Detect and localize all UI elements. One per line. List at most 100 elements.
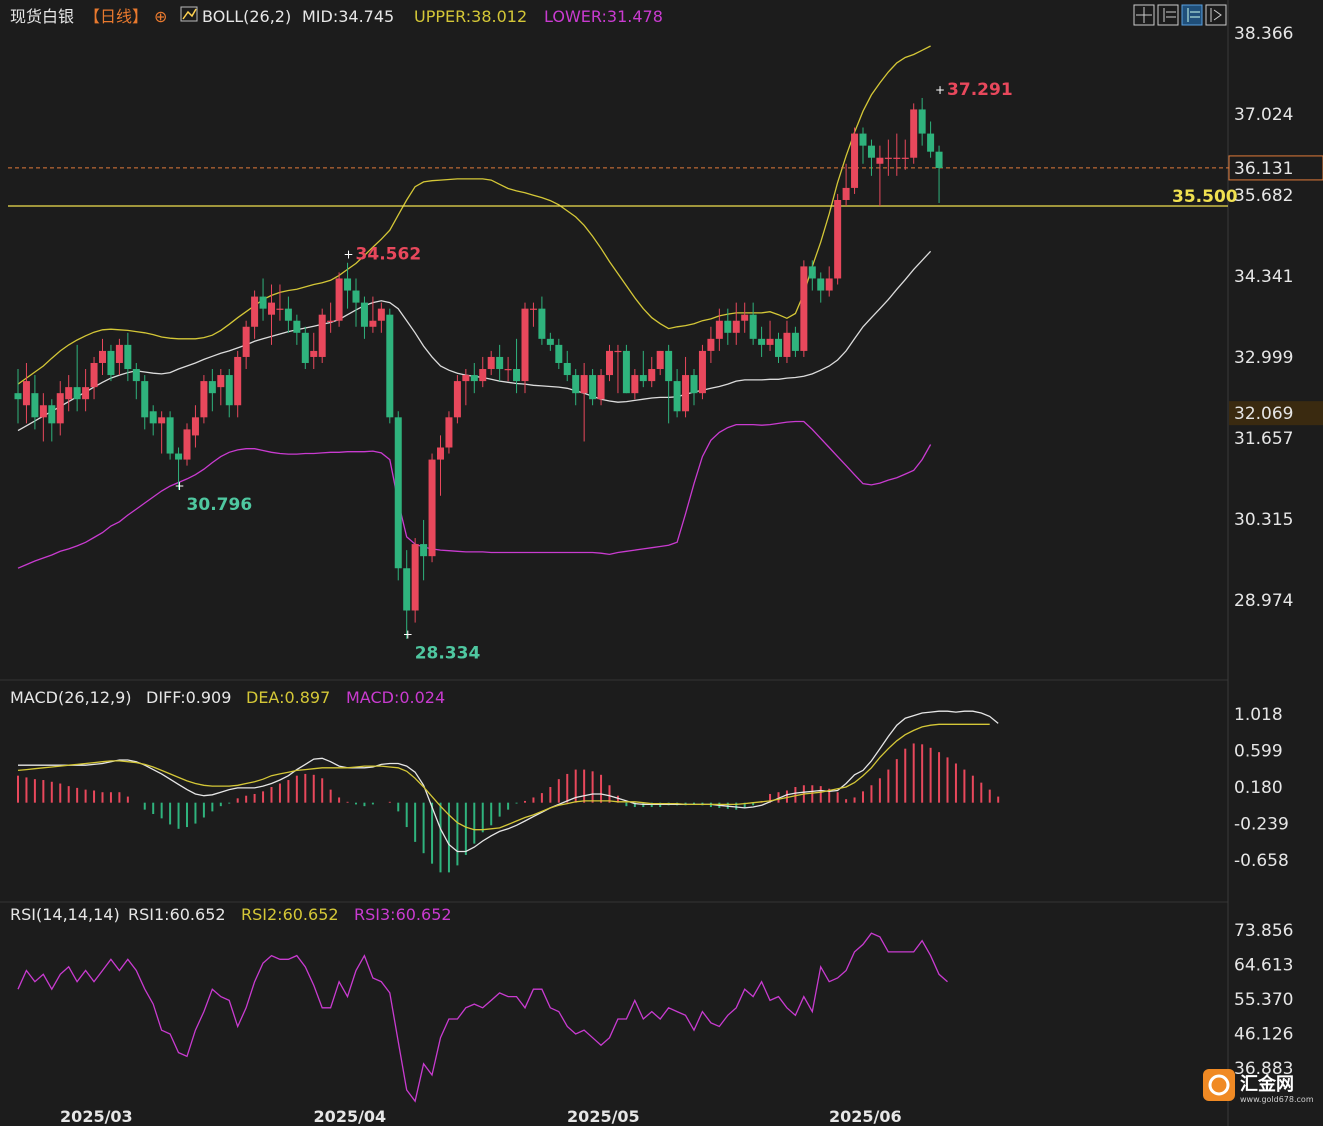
candle-body <box>242 326 250 357</box>
grid-icon[interactable] <box>1133 4 1155 26</box>
candle-body <box>344 278 352 291</box>
macd-diff-line <box>18 710 999 853</box>
candle-body <box>529 308 537 310</box>
rsi1-label: RSI1:60.652 <box>128 905 226 924</box>
rsi-panel[interactable] <box>17 932 948 1103</box>
rsi2-label: RSI2:60.652 <box>241 905 339 924</box>
candle-body <box>301 332 309 363</box>
date-tick-label: 2025/06 <box>829 1107 902 1126</box>
candle-body <box>741 314 749 321</box>
price-tick-label: 32.999 <box>1234 348 1293 368</box>
candle-body <box>208 381 216 394</box>
extreme-label: 37.291 <box>947 80 1013 100</box>
boll-lower: LOWER:31.478 <box>544 7 663 26</box>
candle-body <box>859 133 867 146</box>
candle-body <box>546 338 554 345</box>
candle-body <box>310 350 318 357</box>
candle-body <box>48 405 56 424</box>
layout-icon[interactable] <box>1157 4 1179 26</box>
watermark-ring <box>1208 1074 1230 1096</box>
price-tick-label: 34.341 <box>1234 267 1293 287</box>
price-tick-label: 38.366 <box>1234 24 1293 44</box>
toolbar <box>1133 4 1227 26</box>
candle-body <box>318 314 326 357</box>
candle-body <box>927 133 935 152</box>
main-legend: 现货白银 【日线】 ⊕ BOLL(26,2) MID:34.745 UPPER:… <box>10 6 663 26</box>
macd-panel[interactable] <box>17 710 1000 873</box>
split-icon[interactable] <box>1181 4 1203 26</box>
macd-label: MACD(26,12,9) <box>10 688 132 707</box>
candle-body <box>22 381 30 406</box>
candle-body <box>420 544 428 557</box>
candle-body <box>639 375 647 382</box>
candle-body <box>724 320 732 333</box>
close-tag-box <box>1228 155 1323 181</box>
indicator-chart-icon[interactable] <box>180 6 198 22</box>
price-tick-label: 35.682 <box>1234 186 1293 206</box>
candle-body <box>876 157 884 164</box>
candle-body <box>496 356 504 370</box>
candle-body <box>73 387 81 400</box>
level-tag: 35.500 <box>1172 187 1238 207</box>
candle-body <box>158 417 166 424</box>
candle-body <box>141 381 149 418</box>
symbol-name: 现货白银 <box>10 7 74 26</box>
candle-body <box>411 544 419 611</box>
date-axis: 2025/03 2025/04 2025/05 2025/06 <box>60 1107 902 1126</box>
candle-body <box>808 266 816 279</box>
candle-body <box>791 332 799 351</box>
watermark-url: www.gold678.com <box>1240 1095 1314 1104</box>
macd-dea-label: DEA:0.897 <box>246 688 330 707</box>
panel-icon[interactable] <box>1205 4 1227 26</box>
candle-body <box>614 350 622 353</box>
watermark-text: 汇金网 <box>1240 1073 1294 1095</box>
rsi-tick-label: 46.126 <box>1234 1025 1293 1045</box>
candle-body <box>631 375 639 394</box>
date-tick-label: 2025/05 <box>567 1107 640 1126</box>
settings-gear-icon[interactable]: ⊕ <box>154 7 167 26</box>
candle-body <box>352 290 360 303</box>
candle-body <box>39 405 47 418</box>
candle-body <box>538 308 546 339</box>
macd-tick-label: 0.180 <box>1234 778 1283 798</box>
candle-body <box>360 302 368 327</box>
price-tick-label: 31.657 <box>1234 429 1293 449</box>
date-tick-label: 2025/03 <box>60 1107 133 1126</box>
candle-body <box>65 387 73 400</box>
candle-body <box>504 369 512 371</box>
candle-body <box>14 393 22 400</box>
macd-tick-label: -0.239 <box>1234 815 1289 835</box>
candle-body <box>673 381 681 412</box>
boll-label: BOLL(26,2) <box>202 7 291 26</box>
candle-body <box>234 356 242 406</box>
price-tick-label: 37.024 <box>1234 105 1293 125</box>
candle-body <box>851 133 859 188</box>
candle-body <box>394 417 402 569</box>
candle-body <box>56 393 64 424</box>
candle-body <box>284 308 292 321</box>
extreme-label: 30.796 <box>187 495 253 515</box>
price-axis: 38.366 37.024 35.682 34.341 32.999 31.657 30.3… <box>1228 24 1323 611</box>
macd-diff-label: DIFF:0.909 <box>146 688 231 707</box>
candle-body <box>597 375 605 400</box>
candle-body <box>572 375 580 394</box>
candle-body <box>715 320 723 339</box>
candle-body <box>825 278 833 291</box>
candle-body <box>428 459 436 557</box>
boll-lower-line <box>17 420 932 569</box>
candle-body <box>487 356 495 370</box>
candle-body <box>259 296 267 309</box>
boll-mid: MID:34.745 <box>302 7 394 26</box>
extreme-marker: + <box>344 248 354 262</box>
watermark-logo-icon <box>1203 1069 1235 1101</box>
rsi-axis: 73.856 64.613 55.370 46.126 36.883 <box>1234 921 1293 1079</box>
candle-body <box>893 157 901 159</box>
candle-body <box>783 332 791 357</box>
extreme-marker: + <box>403 628 413 642</box>
extreme-marker: + <box>175 479 185 493</box>
period-label[interactable]: 【日线】 <box>84 7 148 26</box>
candle-body <box>606 350 613 376</box>
rsi-tick-label: 73.856 <box>1234 921 1293 941</box>
